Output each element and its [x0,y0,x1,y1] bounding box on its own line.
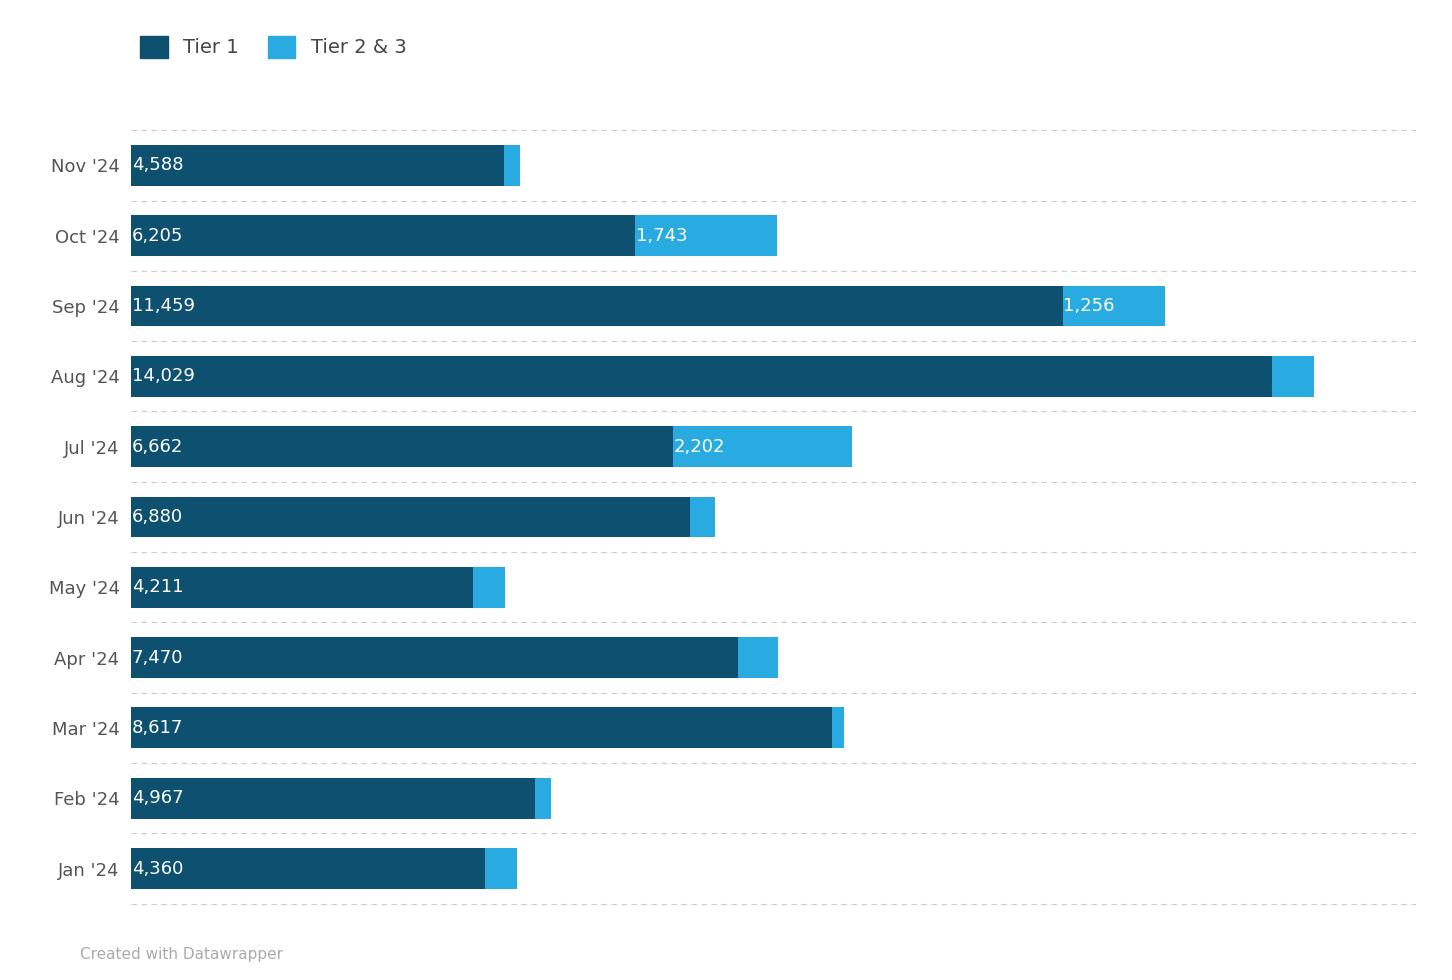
Bar [485,848,517,889]
Bar [131,566,473,608]
Bar [690,497,714,537]
Bar [131,637,738,678]
Bar [131,848,485,889]
Bar [738,637,778,678]
Text: 11,459: 11,459 [132,297,195,315]
Text: 14,029: 14,029 [132,368,195,385]
Bar [534,778,550,818]
Legend: Tier 1, Tier 2 & 3: Tier 1, Tier 2 & 3 [141,35,407,58]
Bar [1063,285,1165,326]
Bar [473,566,505,608]
Bar [636,216,777,256]
Bar [131,216,636,256]
Text: 4,211: 4,211 [132,578,183,596]
Text: 4,967: 4,967 [132,789,183,808]
Bar [131,708,832,749]
Text: Created with Datawrapper: Created with Datawrapper [80,948,283,962]
Text: 6,205: 6,205 [132,226,183,245]
Bar [504,145,520,186]
Text: 7,470: 7,470 [132,649,183,666]
Text: 1,256: 1,256 [1063,297,1115,315]
Bar [131,778,534,818]
Bar [131,356,1272,397]
Bar [131,497,690,537]
Bar [1272,356,1314,397]
Bar [131,285,1063,326]
Bar [672,426,851,467]
Bar [131,426,672,467]
Text: 4,588: 4,588 [132,157,183,174]
Text: 6,662: 6,662 [132,438,183,456]
Text: 2,202: 2,202 [674,438,725,456]
Text: 6,880: 6,880 [132,508,183,526]
Text: 8,617: 8,617 [132,719,183,737]
Bar [131,145,504,186]
Bar [832,708,844,749]
Text: 4,360: 4,360 [132,859,183,877]
Text: 1,743: 1,743 [636,226,688,245]
